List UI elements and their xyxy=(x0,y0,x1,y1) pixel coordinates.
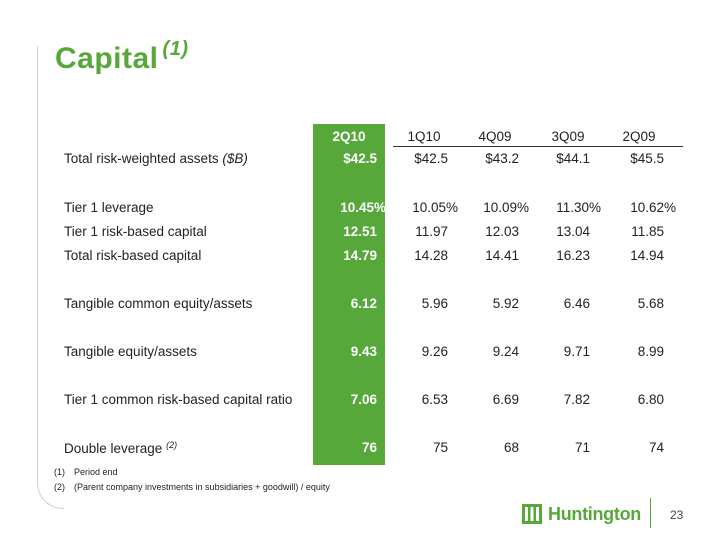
table-cell: 10.09% xyxy=(483,200,529,215)
table-cell: $42.5 xyxy=(343,151,377,166)
table-cell: 6.12 xyxy=(350,296,377,311)
title-text: Capital xyxy=(55,42,159,75)
footer-divider xyxy=(650,498,651,528)
current-quarter-highlight-column xyxy=(313,124,385,465)
footnote-1: (1) Period end xyxy=(54,467,118,477)
frame-line xyxy=(37,46,38,476)
footnote-number: (2) xyxy=(54,482,65,492)
table-cell: $42.5 xyxy=(414,151,448,166)
table-cell: 16.23 xyxy=(556,248,590,263)
table-cell: 10.45% xyxy=(340,200,386,215)
table-cell: 11.85 xyxy=(631,224,664,239)
row-label-unit: ($B) xyxy=(222,151,248,166)
page-title: Capital (1) xyxy=(55,38,188,76)
table-cell: 6.53 xyxy=(421,392,448,407)
row-label-tier1-leverage: Tier 1 leverage xyxy=(64,200,154,215)
row-footnote-marker: (2) xyxy=(166,440,178,450)
table-cell: 14.41 xyxy=(485,248,519,263)
table-cell: 14.79 xyxy=(343,248,377,263)
table-cell: 68 xyxy=(503,440,519,455)
table-cell: 5.96 xyxy=(421,296,448,311)
footnote-text: (Parent company investments in subsidiar… xyxy=(74,482,330,492)
table-cell: $44.1 xyxy=(556,151,590,166)
header-underline xyxy=(393,146,683,147)
table-cell: 9.43 xyxy=(350,344,377,359)
column-header-2q09: 2Q09 xyxy=(622,129,656,144)
table-cell: 11.97 xyxy=(415,224,448,239)
table-cell: 5.68 xyxy=(637,296,664,311)
table-cell: 9.71 xyxy=(563,344,590,359)
table-cell: 6.80 xyxy=(637,392,664,407)
table-cell: 10.05% xyxy=(412,200,458,215)
title-footnote-marker: (1) xyxy=(162,38,189,60)
huntington-logo-icon xyxy=(522,504,542,524)
row-label-tier1-common-ratio: Tier 1 common risk-based capital ratio xyxy=(64,392,293,407)
huntington-logo: Huntington xyxy=(522,502,641,526)
table-cell: 12.51 xyxy=(343,224,377,239)
table-cell: 6.46 xyxy=(563,296,590,311)
table-cell: 75 xyxy=(432,440,448,455)
row-label-tier1-risk-based-capital: Tier 1 risk-based capital xyxy=(64,224,207,239)
table-cell: 12.03 xyxy=(485,224,519,239)
column-header-4q09: 4Q09 xyxy=(478,129,512,144)
table-cell: 13.04 xyxy=(556,224,590,239)
row-label-tangible-common-equity: Tangible common equity/assets xyxy=(64,296,253,311)
footnote-2: (2) (Parent company investments in subsid… xyxy=(54,482,330,492)
table-cell: 7.06 xyxy=(350,392,377,407)
row-label-tangible-equity: Tangible equity/assets xyxy=(64,344,197,359)
column-header-3q09: 3Q09 xyxy=(551,129,585,144)
table-cell: 9.26 xyxy=(421,344,448,359)
table-cell: 74 xyxy=(648,440,664,455)
column-header-2q10: 2Q10 xyxy=(332,129,366,144)
table-cell: 9.24 xyxy=(492,344,519,359)
footnote-number: (1) xyxy=(54,467,65,477)
logo-text: Huntington xyxy=(548,503,641,524)
table-cell: 7.82 xyxy=(563,392,590,407)
table-cell: 71 xyxy=(574,440,590,455)
table-cell: $45.5 xyxy=(630,151,664,166)
table-cell: 6.69 xyxy=(492,392,519,407)
table-cell: 14.28 xyxy=(414,248,448,263)
column-header-1q10: 1Q10 xyxy=(407,129,441,144)
table-cell: 14.94 xyxy=(630,248,664,263)
table-cell: 11.30% xyxy=(556,200,601,215)
table-cell: 8.99 xyxy=(637,344,664,359)
frame-curve xyxy=(37,448,64,509)
table-cell: $43.2 xyxy=(485,151,519,166)
table-cell: 5.92 xyxy=(492,296,519,311)
row-label-total-risk-based-capital: Total risk-based capital xyxy=(64,248,202,263)
table-cell: 10.62% xyxy=(630,200,676,215)
row-label-text: Total risk-weighted assets xyxy=(64,151,219,166)
row-label-double-leverage: Double leverage (2) xyxy=(64,440,177,456)
table-cell: 76 xyxy=(361,440,377,455)
row-label-text: Double leverage xyxy=(64,441,163,456)
row-label-risk-weighted-assets: Total risk-weighted assets ($B) xyxy=(64,151,248,166)
page-number: 23 xyxy=(670,508,684,522)
footnote-text: Period end xyxy=(74,467,118,477)
